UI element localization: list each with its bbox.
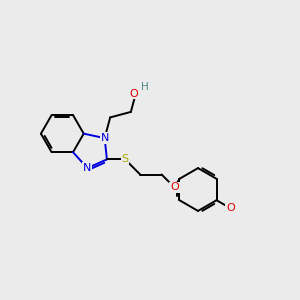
Text: N: N [83,163,92,173]
Text: O: O [170,182,179,192]
Text: O: O [130,89,139,99]
Text: S: S [122,154,129,164]
Text: O: O [226,203,235,213]
Text: H: H [141,82,148,92]
Text: N: N [100,133,109,143]
